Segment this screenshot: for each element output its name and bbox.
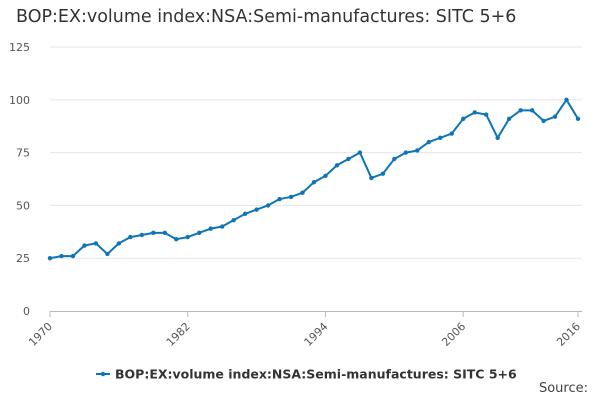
data-point[interactable]	[231, 217, 236, 223]
data-point[interactable]	[105, 251, 110, 257]
data-point[interactable]	[564, 97, 569, 103]
data-point[interactable]	[426, 139, 431, 145]
data-point[interactable]	[495, 135, 500, 141]
data-point[interactable]	[380, 171, 386, 176]
data-point[interactable]	[541, 118, 546, 124]
x-tick-label: 2006	[439, 320, 468, 349]
data-point[interactable]	[575, 116, 581, 122]
series-line	[49, 98, 579, 260]
x-axis: 1970 1982 1994 2006 2016	[26, 311, 583, 349]
data-point[interactable]	[472, 110, 477, 115]
chart-title: BOP:EX:volume index:NSA:Semi-manufacture…	[16, 7, 517, 27]
data-point[interactable]	[151, 230, 156, 236]
data-point[interactable]	[518, 108, 523, 113]
data-point[interactable]	[185, 234, 190, 240]
data-point[interactable]	[449, 131, 454, 136]
data-point[interactable]	[174, 236, 179, 242]
data-point[interactable]	[334, 163, 340, 168]
data-point[interactable]	[529, 108, 535, 113]
y-tick-label: 75	[16, 147, 30, 160]
data-point[interactable]	[254, 207, 259, 212]
data-point[interactable]	[59, 253, 64, 259]
data-point[interactable]	[403, 150, 409, 155]
data-point[interactable]	[357, 150, 363, 155]
data-point[interactable]	[128, 234, 133, 240]
data-point[interactable]	[116, 241, 122, 246]
data-point[interactable]	[70, 253, 76, 259]
data-point[interactable]	[346, 156, 351, 162]
y-tick-label: 0	[23, 305, 30, 318]
y-tick-label: 25	[16, 252, 30, 265]
data-point[interactable]	[82, 243, 87, 248]
data-point[interactable]	[461, 116, 466, 122]
y-axis: 0 25 50 75 100 125	[9, 41, 30, 318]
data-point[interactable]	[552, 114, 558, 119]
x-tick-label: 1982	[164, 320, 193, 349]
legend[interactable]: BOP:EX:volume index:NSA:Semi-manufacture…	[96, 367, 517, 382]
data-point[interactable]	[47, 256, 53, 261]
data-point[interactable]	[242, 211, 248, 217]
source-label: Source:	[538, 381, 588, 396]
data-point[interactable]	[93, 241, 99, 246]
data-point[interactable]	[208, 226, 213, 231]
data-point[interactable]	[392, 156, 397, 162]
data-point[interactable]	[300, 190, 305, 195]
data-point[interactable]	[288, 194, 294, 200]
data-point[interactable]	[311, 179, 317, 185]
y-tick-label: 50	[16, 199, 30, 212]
legend-marker	[100, 371, 106, 377]
data-point[interactable]	[162, 230, 167, 236]
data-point[interactable]	[219, 224, 225, 229]
data-point[interactable]	[438, 135, 443, 141]
x-tick-label: 1970	[26, 320, 55, 349]
data-point[interactable]	[323, 173, 328, 179]
series	[47, 97, 581, 261]
y-tick-label: 125	[9, 41, 30, 54]
grid-lines	[50, 46, 582, 259]
data-point[interactable]	[369, 175, 374, 181]
y-tick-label: 100	[9, 94, 30, 107]
data-point[interactable]	[483, 112, 489, 117]
x-tick-label: 1994	[302, 320, 331, 349]
data-point[interactable]	[277, 196, 282, 202]
x-tick-label: 2016	[554, 320, 583, 349]
data-point[interactable]	[506, 116, 512, 122]
data-point[interactable]	[197, 230, 202, 236]
legend-label[interactable]: BOP:EX:volume index:NSA:Semi-manufacture…	[115, 367, 517, 382]
data-point[interactable]	[265, 203, 271, 208]
data-point[interactable]	[415, 148, 420, 153]
data-point[interactable]	[139, 232, 145, 238]
